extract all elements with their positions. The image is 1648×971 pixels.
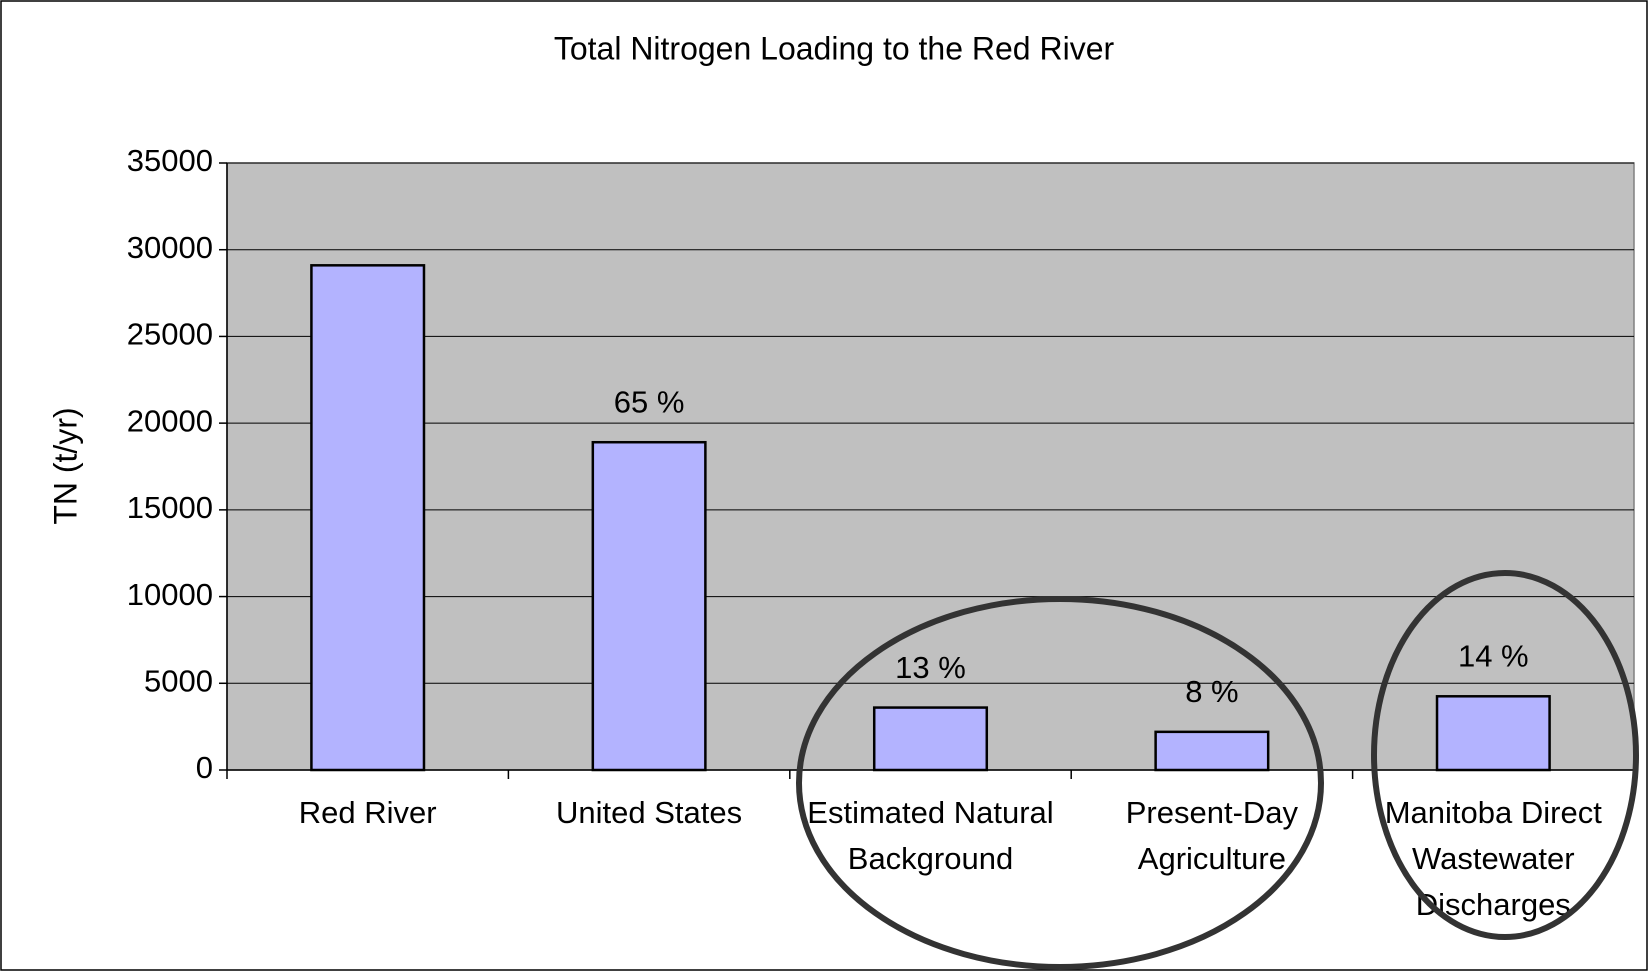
bar-annotation: 14 % [1458,638,1529,673]
chart-title: Total Nitrogen Loading to the Red River [554,30,1115,66]
y-tick-label: 30000 [127,230,213,265]
plot-area: 0 5000 10000 15000 20000 25000 30000 35000 Red R… [127,143,1635,922]
x-tick-label-box: Red River [298,795,437,830]
bar-annotation: 65 % [614,384,685,419]
bar [1154,730,1270,772]
y-tick-label: 20000 [127,403,213,438]
x-tick-label: Manitoba Direct Wastewater Discharges [1384,795,1602,922]
x-tick-label-box: United States [556,795,743,830]
y-tick-label: 35000 [127,143,213,178]
x-tick-label-box: Manitoba Direct Wastewater Discharges [1384,795,1602,922]
highlight-ellipse [1371,570,1639,940]
y-tick-label: 5000 [144,663,213,698]
y-tick-label: 15000 [127,490,213,525]
x-tick-label-box: Present-Day Agriculture [1125,795,1299,876]
y-tick-label: 25000 [127,317,213,352]
x-tick-label-box: Estimated Natural Background [807,795,1054,876]
x-tick-label: Estimated Natural Background [807,795,1054,876]
bar-annotation: 8 % [1185,674,1238,709]
x-tick-label: Red River [298,795,437,830]
x-tick-label: United States [556,795,743,830]
plot-background [226,162,1635,771]
y-tick-label: 0 [196,750,213,785]
highlight-ellipse [796,596,1324,970]
bar [1435,695,1551,772]
y-tick-label: 10000 [127,577,213,612]
bar [310,264,426,772]
y-axis-label: TN (t/yr) [47,407,83,524]
x-tick-label: Present-Day Agriculture [1125,795,1299,876]
bar [872,706,989,772]
bar-annotation: 13 % [895,650,966,685]
bar [591,440,707,772]
